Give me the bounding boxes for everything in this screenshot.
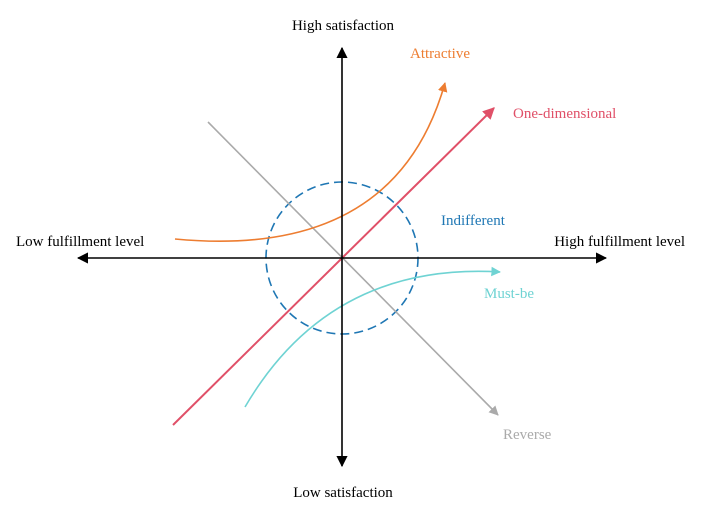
y-axis-bottom-label: Low satisfaction [293, 485, 393, 501]
one-dimensional-line [172, 107, 495, 426]
y-axis-top-label: High satisfaction [292, 18, 395, 34]
must-be-curve [244, 266, 501, 408]
one-dimensional-label: One-dimensional [513, 106, 616, 122]
must-be-label: Must-be [484, 286, 534, 302]
reverse-label: Reverse [503, 427, 552, 443]
x-axis-left-label: Low fulfillment level [16, 234, 144, 250]
indifferent-label: Indifferent [441, 213, 506, 229]
attractive-curve [174, 82, 448, 243]
x-axis-right-label: High fulfillment level [554, 234, 685, 250]
attractive-label: Attractive [410, 46, 470, 62]
reverse-line [207, 121, 499, 416]
